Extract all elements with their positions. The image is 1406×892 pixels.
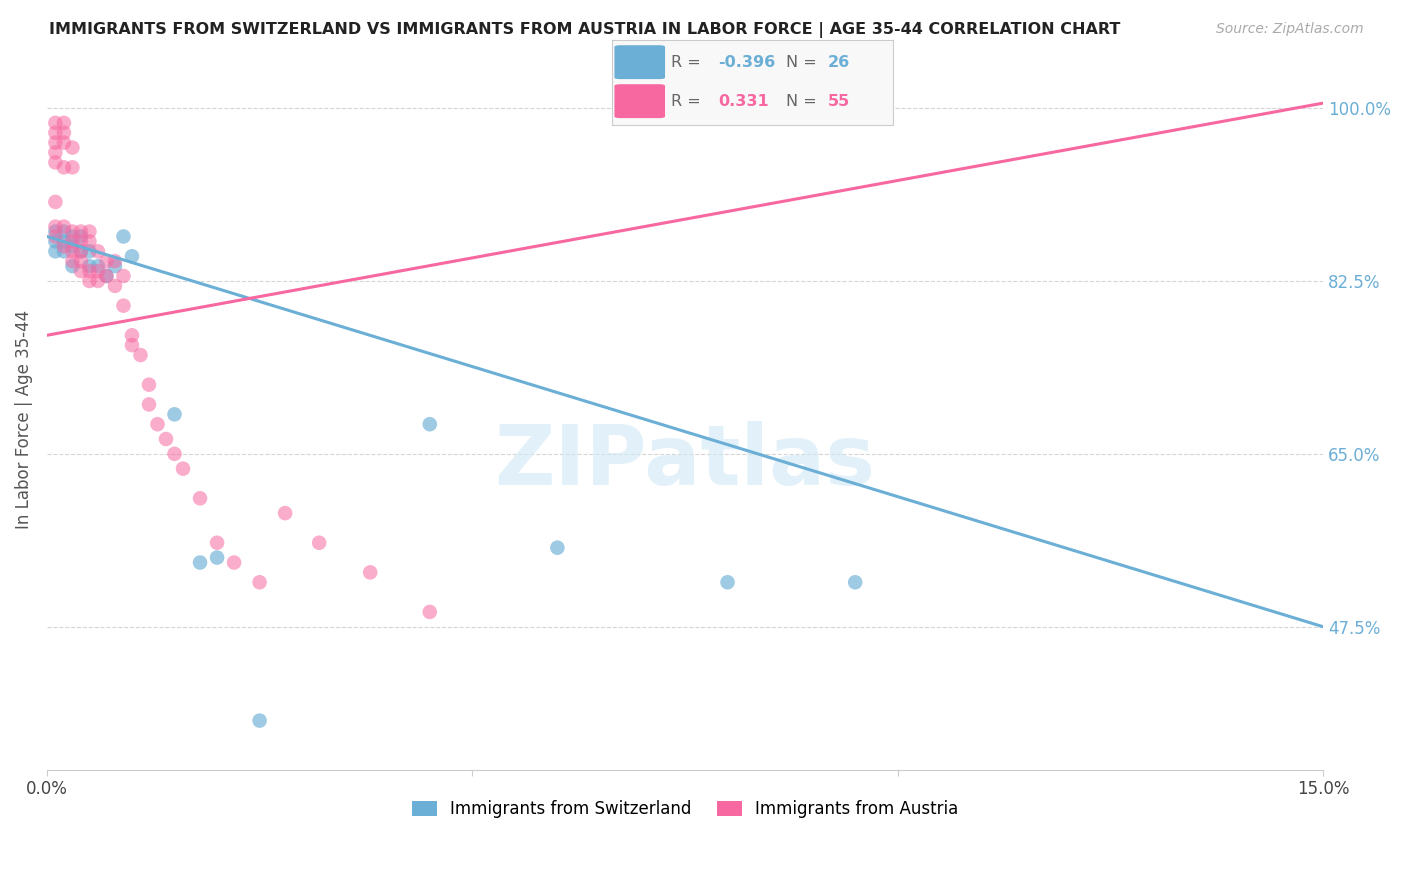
Point: [62, 140, 84, 154]
Point: [419, 417, 441, 432]
Text: 55: 55: [828, 94, 851, 109]
Text: -0.396: -0.396: [718, 54, 776, 70]
Point: [96, 268, 118, 283]
Point: [121, 249, 143, 263]
Y-axis label: In Labor Force | Age 35-44: In Labor Force | Age 35-44: [15, 310, 32, 529]
Text: R =: R =: [671, 54, 700, 70]
Point: [188, 491, 211, 506]
Point: [87, 259, 110, 273]
Point: [70, 225, 93, 239]
Point: [146, 417, 169, 432]
Point: [79, 264, 101, 278]
Point: [62, 244, 84, 259]
Point: [52, 116, 75, 130]
Point: [44, 145, 66, 160]
Point: [138, 377, 160, 392]
Point: [96, 254, 118, 268]
Point: [62, 254, 84, 268]
Point: [121, 338, 143, 352]
Point: [205, 550, 228, 565]
Text: N =: N =: [786, 54, 817, 70]
FancyBboxPatch shape: [614, 45, 665, 79]
Point: [308, 535, 330, 549]
Text: N =: N =: [786, 94, 817, 109]
Point: [163, 407, 186, 421]
Point: [79, 235, 101, 249]
Point: [104, 259, 127, 273]
Point: [359, 566, 381, 580]
Point: [274, 506, 297, 520]
Point: [44, 235, 66, 249]
Point: [188, 556, 211, 570]
Text: 26: 26: [828, 54, 851, 70]
Point: [44, 194, 66, 209]
Point: [96, 268, 118, 283]
Point: [112, 299, 135, 313]
Point: [52, 225, 75, 239]
Point: [419, 605, 441, 619]
Text: 0.331: 0.331: [718, 94, 769, 109]
Point: [70, 235, 93, 249]
Point: [87, 274, 110, 288]
Point: [44, 136, 66, 150]
Point: [79, 225, 101, 239]
Point: [62, 259, 84, 273]
Text: IMMIGRANTS FROM SWITZERLAND VS IMMIGRANTS FROM AUSTRIA IN LABOR FORCE | AGE 35-4: IMMIGRANTS FROM SWITZERLAND VS IMMIGRANT…: [49, 22, 1121, 38]
Point: [205, 535, 228, 549]
Point: [44, 155, 66, 169]
Point: [716, 575, 738, 590]
Point: [79, 259, 101, 273]
Point: [546, 541, 568, 555]
Point: [52, 136, 75, 150]
Point: [44, 219, 66, 234]
Text: R =: R =: [671, 94, 700, 109]
Text: ZIPatlas: ZIPatlas: [495, 421, 876, 502]
Point: [121, 328, 143, 343]
Point: [44, 126, 66, 140]
Point: [79, 274, 101, 288]
Point: [62, 235, 84, 249]
Point: [222, 556, 245, 570]
Point: [155, 432, 177, 446]
Point: [70, 244, 93, 259]
Point: [52, 219, 75, 234]
Point: [44, 244, 66, 259]
Text: Source: ZipAtlas.com: Source: ZipAtlas.com: [1216, 22, 1364, 37]
Legend: Immigrants from Switzerland, Immigrants from Austria: Immigrants from Switzerland, Immigrants …: [405, 794, 965, 825]
Point: [87, 244, 110, 259]
Point: [249, 575, 271, 590]
Point: [70, 229, 93, 244]
Point: [52, 235, 75, 249]
Point: [79, 244, 101, 259]
Point: [129, 348, 152, 362]
Point: [112, 229, 135, 244]
Point: [52, 244, 75, 259]
Point: [844, 575, 866, 590]
Point: [163, 447, 186, 461]
Point: [62, 225, 84, 239]
Point: [44, 225, 66, 239]
Point: [249, 714, 271, 728]
Point: [104, 278, 127, 293]
Point: [62, 161, 84, 175]
Point: [112, 268, 135, 283]
FancyBboxPatch shape: [614, 84, 665, 118]
Point: [70, 254, 93, 268]
Point: [52, 126, 75, 140]
Point: [62, 229, 84, 244]
Point: [172, 461, 194, 475]
Point: [52, 239, 75, 253]
Point: [70, 244, 93, 259]
Point: [44, 116, 66, 130]
Point: [70, 264, 93, 278]
Point: [52, 161, 75, 175]
Point: [44, 229, 66, 244]
Point: [62, 239, 84, 253]
Point: [138, 397, 160, 411]
Point: [87, 264, 110, 278]
Point: [104, 254, 127, 268]
